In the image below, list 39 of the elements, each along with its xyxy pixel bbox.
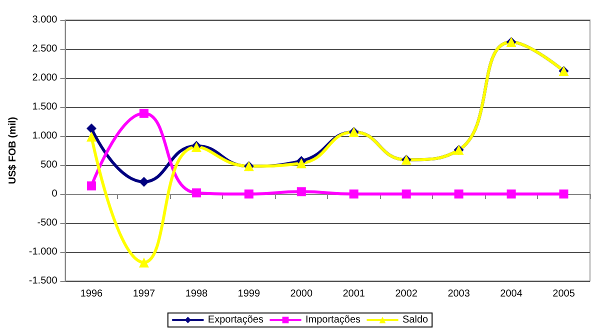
point: [138, 176, 149, 187]
point: [454, 190, 464, 198]
point: [244, 190, 254, 198]
y-tick-label: 1.000: [32, 130, 58, 142]
point: [86, 181, 96, 190]
point: [86, 132, 96, 142]
x-tick-label: 1996: [80, 288, 104, 300]
x-tick-label: 2002: [395, 288, 418, 300]
point: [506, 190, 516, 198]
y-tick-label: 3.000: [32, 14, 58, 26]
x-tick-label: 2003: [448, 288, 470, 300]
legend-label: Importações: [305, 314, 361, 326]
point: [296, 158, 306, 168]
point: [559, 190, 568, 198]
x-tick-label: 2001: [342, 288, 366, 300]
point: [296, 187, 306, 196]
x-tick-label: 1997: [132, 288, 156, 300]
x-tick-label: 2005: [552, 288, 576, 300]
y-tick-label: 500: [40, 160, 58, 170]
point: [138, 257, 149, 268]
legend-label: Saldo: [402, 314, 429, 326]
point: [349, 190, 358, 198]
y-tick-label: -500: [37, 218, 58, 228]
point: [402, 190, 411, 198]
y-tick-label: -1.000: [28, 246, 58, 258]
y-tick-label: -1.500: [28, 276, 58, 286]
y-tick-label: 1.500: [32, 102, 58, 112]
y-tick-label: 0: [52, 188, 58, 200]
point: [192, 188, 201, 198]
x-tick-label: 1999: [238, 288, 260, 300]
point: [86, 123, 96, 134]
x-tick-label: 2004: [500, 288, 523, 300]
x-tick-label: 1998: [185, 288, 208, 300]
y-tick-label: 2.000: [32, 72, 58, 84]
y-tick-label: 2.500: [32, 44, 58, 54]
y-axis-title: US$ FOB (mil): [8, 116, 18, 184]
point: [139, 108, 148, 118]
legend-label: Exportações: [208, 314, 264, 326]
x-tick-label: 2000: [290, 288, 313, 300]
